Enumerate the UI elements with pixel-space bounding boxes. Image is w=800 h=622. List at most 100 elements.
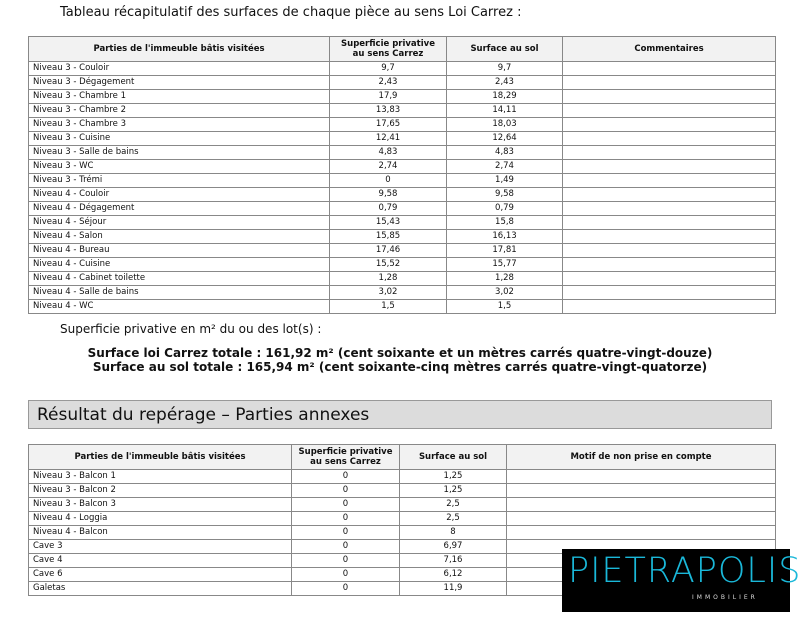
column-header: Motif de non prise en compte (506, 444, 776, 470)
table-row: Niveau 3 - Couloir 9,7 9,7 (28, 61, 776, 76)
table-cell: 12,64 (446, 131, 563, 146)
table-cell (562, 89, 776, 104)
table-cell: 1,5 (329, 299, 447, 314)
table-row: Niveau 4 - Salon 15,85 16,13 (28, 229, 776, 244)
table-cell: Niveau 3 - Chambre 1 (28, 89, 330, 104)
table-row: Niveau 4 - Cabinet toilette 1,28 1,28 (28, 271, 776, 286)
table-cell: 15,77 (446, 257, 563, 272)
table-cell: 0 (291, 567, 400, 582)
table-cell: 17,81 (446, 243, 563, 258)
column-header: Surface au sol (399, 444, 507, 470)
table-cell: 3,02 (446, 285, 563, 300)
table-cell (506, 511, 776, 526)
subtitle: Superficie privative en m² du ou des lot… (60, 322, 322, 336)
table-cell: 2,5 (399, 511, 507, 526)
table-row: Niveau 4 - Cuisine 15,52 15,77 (28, 257, 776, 272)
table-cell: 0 (329, 173, 447, 188)
table-row: Niveau 4 - Loggia 0 2,5 (28, 511, 776, 526)
table-cell: 2,43 (329, 75, 447, 90)
table-cell: Niveau 4 - WC (28, 299, 330, 314)
column-header: Superficie privative au sens Carrez (291, 444, 400, 470)
table-cell: Niveau 4 - Dégagement (28, 201, 330, 216)
table-cell: Niveau 3 - WC (28, 159, 330, 174)
table-cell: Niveau 4 - Séjour (28, 215, 330, 230)
pietrapolis-logo: PIETRAPOLIS IMMOBILIER (562, 549, 800, 612)
table-row: Niveau 4 - Couloir 9,58 9,58 (28, 187, 776, 202)
table-cell: 17,46 (329, 243, 447, 258)
table-cell: 0 (291, 469, 400, 484)
table-cell: 9,7 (329, 61, 447, 76)
table-cell: 4,83 (329, 145, 447, 160)
table-row: Niveau 4 - Dégagement 0,79 0,79 (28, 201, 776, 216)
table-row: Niveau 3 - Balcon 3 0 2,5 (28, 497, 776, 512)
table-cell: 18,29 (446, 89, 563, 104)
table-row: Niveau 3 - Cuisine 12,41 12,64 (28, 131, 776, 146)
table-cell: 0 (291, 553, 400, 568)
table-cell: 1,25 (399, 483, 507, 498)
table-cell: 11,9 (399, 581, 507, 596)
table-cell (562, 271, 776, 286)
table-cell (562, 299, 776, 314)
table-cell: 2,43 (446, 75, 563, 90)
table-cell: Niveau 4 - Salle de bains (28, 285, 330, 300)
table-cell: 6,12 (399, 567, 507, 582)
table-cell: 13,83 (329, 103, 447, 118)
table-cell: 15,43 (329, 215, 447, 230)
table-cell: 0 (291, 539, 400, 554)
table-row: Niveau 3 - Chambre 1 17,9 18,29 (28, 89, 776, 104)
table-row: Niveau 3 - Chambre 2 13,83 14,11 (28, 103, 776, 118)
table-cell: Galetas (28, 581, 292, 596)
table-row: Niveau 4 - Salle de bains 3,02 3,02 (28, 285, 776, 300)
table-cell: 1,28 (329, 271, 447, 286)
table-cell: 2,74 (446, 159, 563, 174)
column-header: Superficie privative au sens Carrez (329, 36, 447, 62)
table-title: Tableau récapitulatif des surfaces de ch… (60, 5, 522, 20)
table-cell: Niveau 3 - Couloir (28, 61, 330, 76)
table-cell: Niveau 3 - Balcon 2 (28, 483, 292, 498)
table-cell: 15,8 (446, 215, 563, 230)
table-cell (562, 75, 776, 90)
table-cell: 17,9 (329, 89, 447, 104)
section-header: Résultat du repérage – Parties annexes (28, 400, 772, 429)
table-row: Niveau 3 - Chambre 3 17,65 18,03 (28, 117, 776, 132)
table-cell (562, 117, 776, 132)
table-cell: Niveau 3 - Chambre 3 (28, 117, 330, 132)
table-cell: 0 (291, 525, 400, 540)
table-cell: Niveau 3 - Balcon 1 (28, 469, 292, 484)
table-row: Niveau 3 - Balcon 2 0 1,25 (28, 483, 776, 498)
table-row: Niveau 4 - Bureau 17,46 17,81 (28, 243, 776, 258)
table-row: Niveau 3 - Balcon 1 0 1,25 (28, 469, 776, 484)
column-header: Parties de l'immeuble bâtis visitées (28, 444, 292, 470)
table-cell: 0,79 (446, 201, 563, 216)
table-cell: Niveau 4 - Salon (28, 229, 330, 244)
table-cell: 0,79 (329, 201, 447, 216)
table-cell: 2,74 (329, 159, 447, 174)
table-cell: 2,5 (399, 497, 507, 512)
table-cell: Niveau 3 - Cuisine (28, 131, 330, 146)
table-cell: 8 (399, 525, 507, 540)
column-header: Surface au sol (446, 36, 563, 62)
carrez-table: Parties de l'immeuble bâtis visitées Supe… (28, 36, 776, 314)
total-carrez: Surface loi Carrez totale : 161,92 m² (c… (87, 346, 713, 360)
table-cell (562, 229, 776, 244)
table-cell: Niveau 3 - Chambre 2 (28, 103, 330, 118)
table-cell: 0 (291, 511, 400, 526)
table-cell (562, 145, 776, 160)
table-cell: 1,25 (399, 469, 507, 484)
table-cell: 1,5 (446, 299, 563, 314)
table-cell: Niveau 4 - Cabinet toilette (28, 271, 330, 286)
table-cell: 16,13 (446, 229, 563, 244)
logo-name: PIETRAPOLIS (568, 551, 800, 591)
table-cell: 9,58 (329, 187, 447, 202)
table-cell: Niveau 3 - Salle de bains (28, 145, 330, 160)
table-cell: Cave 4 (28, 553, 292, 568)
table-cell (562, 187, 776, 202)
table-row: Niveau 4 - WC 1,5 1,5 (28, 299, 776, 314)
table-cell: 0 (291, 483, 400, 498)
table-cell (562, 215, 776, 230)
table-cell: 15,85 (329, 229, 447, 244)
table-cell: 1,28 (446, 271, 563, 286)
table-cell: 6,97 (399, 539, 507, 554)
table-cell: Niveau 3 - Balcon 3 (28, 497, 292, 512)
table-cell: 14,11 (446, 103, 563, 118)
